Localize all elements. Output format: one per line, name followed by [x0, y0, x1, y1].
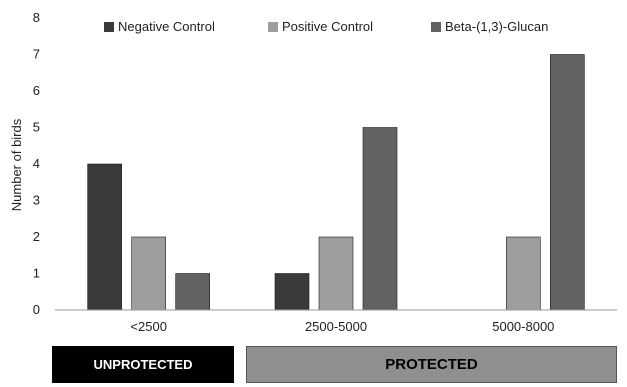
bar-negative-control-0 [87, 163, 122, 311]
y-tick-label: 7 [33, 47, 40, 62]
y-tick-label: 4 [33, 156, 40, 171]
unprotected-label: UNPROTECTED [93, 357, 193, 372]
legend-swatch [268, 22, 278, 32]
legend-swatch [104, 22, 114, 32]
x-category-label: <2500 [130, 319, 167, 334]
y-tick-label: 0 [33, 302, 40, 317]
y-tick-label: 8 [33, 10, 40, 25]
legend: Negative Control Positive Control Beta-(1,… [104, 19, 548, 34]
y-axis: 0 1 2 3 4 5 6 7 8 [33, 10, 40, 317]
y-tick-label: 5 [33, 120, 40, 135]
legend-label: Positive Control [282, 19, 373, 34]
unprotected-band: UNPROTECTED [52, 346, 234, 383]
legend-label: Beta-(1,3)-Glucan [445, 19, 548, 34]
bar-beta-1-3-glucan-2 [550, 54, 585, 311]
x-category-label: 2500-5000 [305, 319, 367, 334]
bar-positive-control-2 [506, 236, 541, 311]
y-tick-label: 2 [33, 229, 40, 244]
x-category-label: 5000-8000 [492, 319, 554, 334]
y-axis-title: Number of birds [9, 118, 24, 211]
y-tick-label: 6 [33, 83, 40, 98]
y-tick-label: 1 [33, 266, 40, 281]
bar-positive-control-1 [318, 236, 354, 311]
bar-beta-1-3-glucan-1 [362, 127, 398, 311]
legend-label: Negative Control [118, 19, 215, 34]
protected-band: PROTECTED [246, 346, 617, 383]
x-axis-labels: <2500 2500-5000 5000-8000 [130, 319, 554, 334]
y-tick-label: 3 [33, 193, 40, 208]
bar-positive-control-0 [131, 236, 166, 311]
bar-chart: 0 1 2 3 4 5 6 7 8 <2500 2500-5000 5000-8000 Negati… [9, 10, 617, 334]
bar-negative-control-1 [274, 273, 310, 311]
legend-swatch [431, 22, 441, 32]
protected-label: PROTECTED [385, 356, 478, 373]
bars [87, 54, 585, 311]
bar-beta-1-3-glucan-0 [175, 273, 210, 311]
